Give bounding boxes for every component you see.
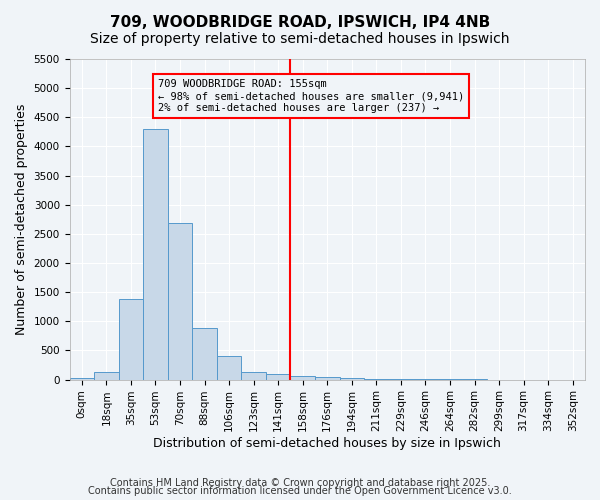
Bar (119, 298, 143, 380)
Bar (94, 372, 119, 380)
Bar (266, 374, 290, 380)
Bar (340, 378, 364, 380)
Bar (241, 372, 266, 380)
X-axis label: Distribution of semi-detached houses by size in Ipswich: Distribution of semi-detached houses by … (154, 437, 501, 450)
Bar (290, 376, 315, 380)
Bar (315, 376, 340, 380)
Bar (70, 378, 94, 380)
Text: Size of property relative to semi-detached houses in Ipswich: Size of property relative to semi-detach… (90, 32, 510, 46)
Text: 709 WOODBRIDGE ROAD: 155sqm
← 98% of semi-detached houses are smaller (9,941)
2%: 709 WOODBRIDGE ROAD: 155sqm ← 98% of sem… (158, 80, 464, 112)
Text: 709, WOODBRIDGE ROAD, IPSWICH, IP4 4NB: 709, WOODBRIDGE ROAD, IPSWICH, IP4 4NB (110, 15, 490, 30)
Text: Contains public sector information licensed under the Open Government Licence v3: Contains public sector information licen… (88, 486, 512, 496)
Y-axis label: Number of semi-detached properties: Number of semi-detached properties (15, 104, 28, 335)
Bar (192, 328, 217, 380)
Bar (168, 224, 192, 380)
Text: Contains HM Land Registry data © Crown copyright and database right 2025.: Contains HM Land Registry data © Crown c… (110, 478, 490, 488)
Bar (143, 129, 168, 380)
Bar (217, 356, 241, 380)
Bar (364, 378, 389, 380)
